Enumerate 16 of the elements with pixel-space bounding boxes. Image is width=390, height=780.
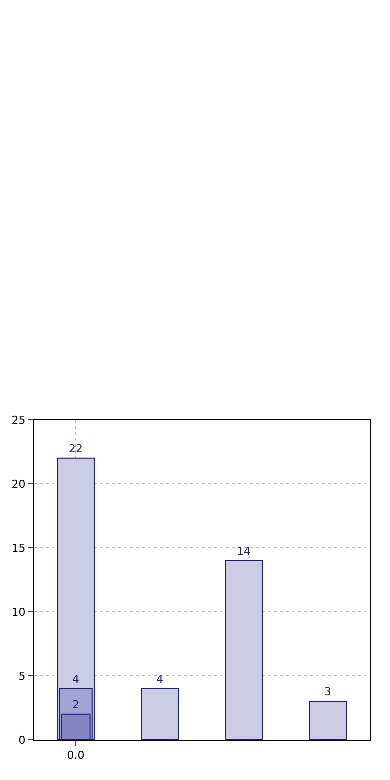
x-tick-label: 0.0 (67, 749, 85, 762)
data-label: 22 (69, 442, 83, 456)
data-label: 14 (237, 544, 251, 558)
data-label: 4 (156, 672, 164, 686)
data-label: 3 (324, 686, 332, 699)
data-label: 4 (72, 672, 80, 686)
bar (225, 560, 263, 740)
bar (141, 688, 179, 740)
data-label: 2 (72, 698, 80, 712)
y-tick-label: 5 (18, 670, 26, 683)
y-tick-label: 10 (12, 606, 26, 619)
y-tick-label: 25 (12, 414, 26, 427)
y-tick-label: 20 (12, 478, 26, 491)
y-tick-label: 15 (12, 542, 26, 555)
bar (309, 701, 347, 740)
y-tick-label: 0 (18, 734, 26, 747)
